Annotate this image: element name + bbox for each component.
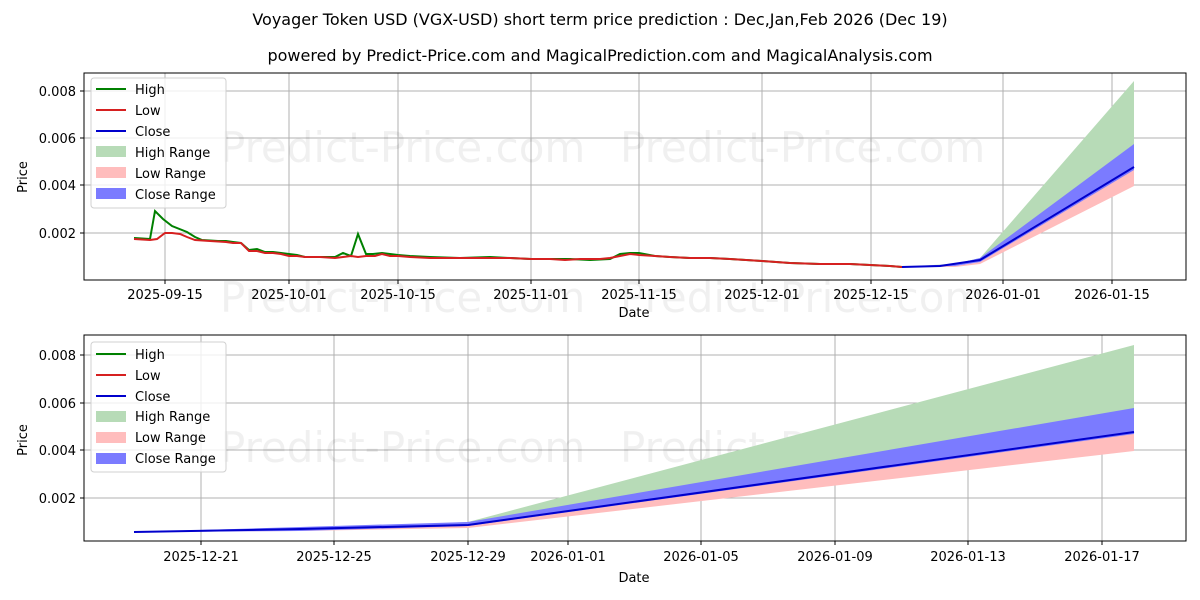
y-tick-label: 0.002 [39,492,76,507]
legend-low-label: Low [135,369,161,384]
chart-title: Voyager Token USD (VGX-USD) short term p… [252,10,948,29]
watermark-text: Predict-Price.com [620,123,985,172]
legend-low-range-swatch [96,432,126,443]
top-yticks [80,90,84,234]
y-tick-label: 0.002 [39,227,76,242]
y-axis-label: Price [16,424,31,456]
watermark-text: Predict-Price.com [220,423,585,472]
top-xticks [164,280,1113,284]
watermark-text: Predict-Price.com [220,273,585,322]
top-chart: Predict-Price.com Predict-Price.com Pred… [16,72,1187,322]
legend-low-range-swatch [96,167,126,178]
legend-close-range-label: Close Range [135,188,216,203]
legend-close-range-swatch [96,188,126,199]
bottom-chart: Predict-Price.com Predict-Price.com 0.00… [16,334,1187,586]
x-tick-label: 2025-09-15 [127,288,203,303]
x-tick-label: 2026-01-01 [530,550,606,565]
bottom-axes-frame [83,334,1187,542]
bottom-yticks [80,354,84,499]
chart-subtitle: powered by Predict-Price.com and Magical… [267,46,933,65]
legend-low-range-label: Low Range [135,431,206,446]
x-tick-label: 2026-01-09 [797,550,873,565]
x-tick-label: 2025-10-15 [360,288,436,303]
y-tick-label: 0.008 [39,349,76,364]
legend-low-label: Low [135,104,161,119]
watermark-text: Predict-Price.com [620,273,985,322]
close-line [133,431,1135,533]
y-axis-label: Price [16,161,31,193]
top-legend: High Low Close High Range Low Range Clos… [90,77,227,209]
x-tick-label: 2026-01-01 [965,288,1041,303]
legend-low-range-label: Low Range [135,167,206,182]
x-tick-label: 2025-11-01 [493,288,569,303]
top-grid [84,73,1186,280]
x-tick-label: 2025-12-29 [430,550,506,565]
x-axis-label: Date [618,571,649,586]
x-tick-label: 2025-12-01 [724,288,800,303]
legend-high-label: High [135,83,165,98]
x-tick-label: 2026-01-17 [1064,550,1140,565]
x-tick-label: 2025-11-15 [601,288,677,303]
bottom-legend: High Low Close High Range Low Range Clos… [90,341,227,473]
x-tick-label: 2025-12-15 [833,288,909,303]
legend-close-label: Close [135,390,170,405]
y-tick-label: 0.004 [39,179,76,194]
legend-high-range-label: High Range [135,146,210,161]
x-tick-label: 2026-01-05 [663,550,739,565]
legend-high-label: High [135,348,165,363]
y-tick-label: 0.004 [39,444,76,459]
low-line [133,232,903,268]
close-line [901,166,1135,268]
high-range-area [902,81,1134,267]
legend-close-range-label: Close Range [135,452,216,467]
x-tick-label: 2025-12-21 [163,550,239,565]
x-tick-label: 2026-01-15 [1074,288,1150,303]
bottom-xticks [200,541,1103,545]
y-tick-label: 0.008 [39,85,76,100]
legend-close-label: Close [135,125,170,140]
top-axes-frame [83,72,1187,281]
y-tick-label: 0.006 [39,132,76,147]
legend-high-range-swatch [96,146,126,157]
x-tick-label: 2025-10-01 [251,288,327,303]
legend-high-range-swatch [96,411,126,422]
watermark-text: Predict-Price.com [220,123,585,172]
legend-close-range-swatch [96,453,126,464]
x-tick-label: 2025-12-25 [296,550,372,565]
legend-high-range-label: High Range [135,410,210,425]
x-axis-label: Date [618,306,649,321]
x-tick-label: 2026-01-13 [930,550,1006,565]
y-tick-label: 0.006 [39,397,76,412]
